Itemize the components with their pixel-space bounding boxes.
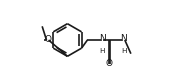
Text: H: H bbox=[99, 48, 105, 54]
Text: N: N bbox=[120, 34, 127, 43]
Text: O: O bbox=[105, 59, 112, 68]
Text: H: H bbox=[121, 48, 126, 54]
Text: O: O bbox=[45, 36, 52, 44]
Text: N: N bbox=[99, 34, 106, 43]
